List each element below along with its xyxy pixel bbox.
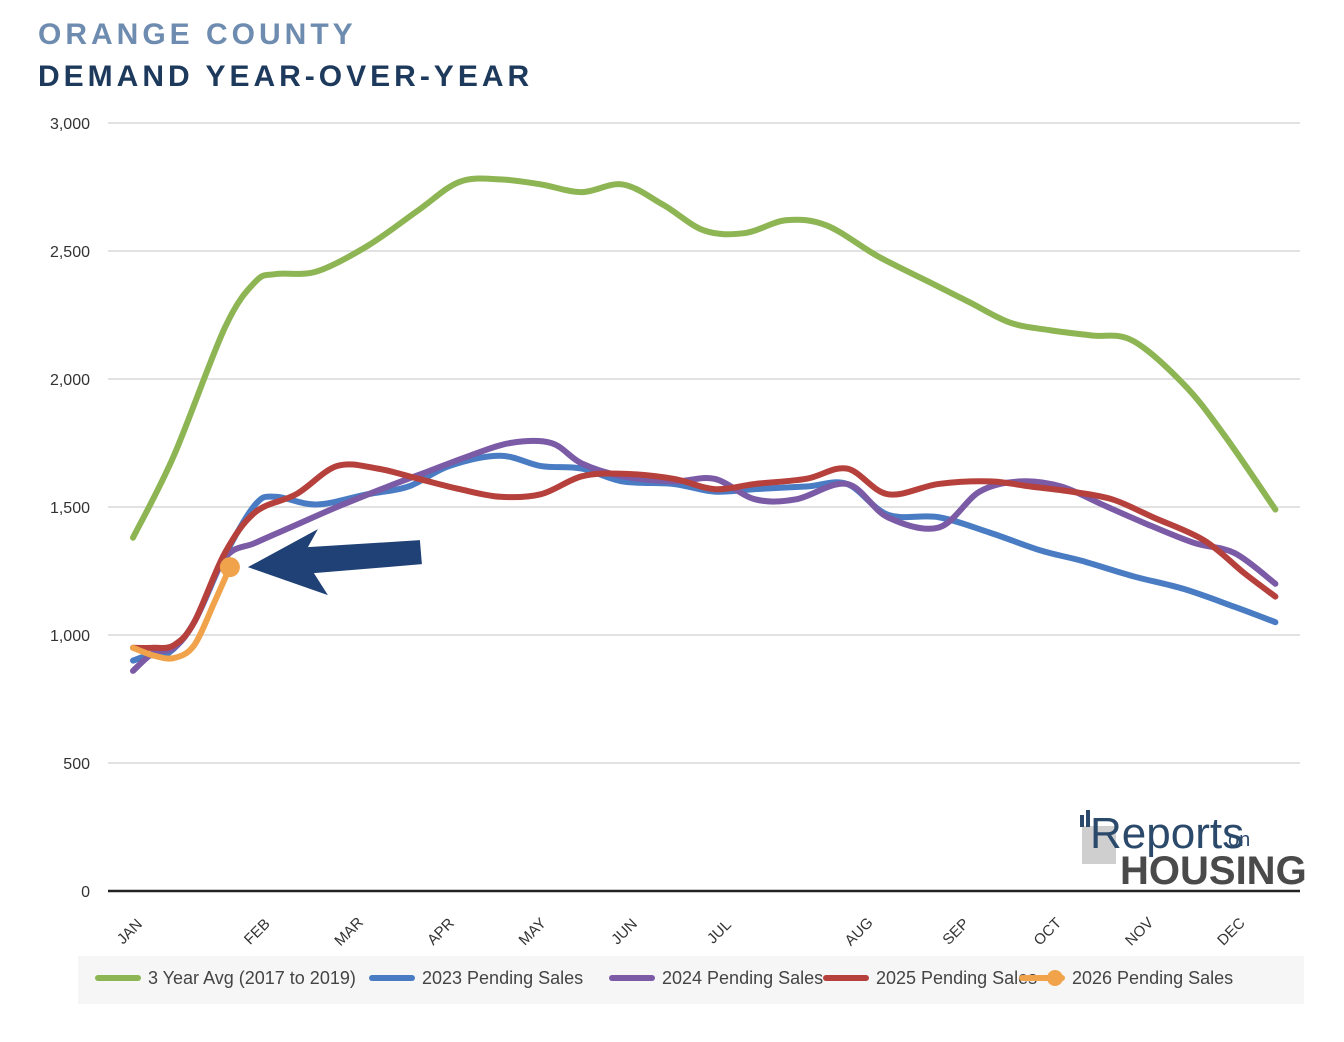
x-tick-label: JUN [608,915,641,948]
y-tick-label: 3,000 [50,116,90,133]
x-tick-label: NOV [1122,914,1157,949]
x-tick-label: OCT [1031,915,1065,949]
chart-title-line2: DEMAND YEAR-OVER-YEAR [38,60,534,93]
annotation-layer [247,529,422,596]
logo-bar-icon [1086,810,1090,827]
y-tick-label: 0 [81,884,90,901]
gridlines [108,122,1300,893]
x-tick-label: MAR [331,914,367,950]
x-tick-label: JAN [114,916,146,948]
y-axis-ticks: 0 500 1,000 1,500 2,000 2,500 3,000 [50,116,90,901]
x-tick-label: MAY [516,915,550,949]
legend-label: 3 Year Avg (2017 to 2019) [148,968,356,988]
legend: 3 Year Avg (2017 to 2019) 2023 Pending Sa… [78,956,1304,1004]
x-tick-label: SEP [939,915,972,948]
y-tick-label: 1,000 [50,628,90,645]
y-tick-label: 2,000 [50,372,90,389]
logo-bar-icon [1080,815,1084,827]
legend-label: 2024 Pending Sales [662,968,823,988]
series-line-2025-pending-sales [130,461,1279,651]
x-tick-label: DEC [1214,914,1249,949]
legend-label: 2023 Pending Sales [422,968,583,988]
y-tick-label: 500 [63,756,90,773]
x-axis-ticks: JAN FEB MAR APR MAY JUN JUL AUG SEP OCT NOV DEC [114,914,1249,950]
annotation-arrow [247,529,422,596]
logo-shadow-shape [1082,826,1116,864]
y-tick-label: 1,500 [50,500,90,517]
logo-word-on: on [1228,829,1250,851]
reports-on-housing-logo: Reports on HOUSING [1080,809,1307,893]
chart-title-line1: ORANGE COUNTY [38,18,357,51]
series-line-2024-pending-sales [130,437,1279,674]
series-line-3-year-avg-2017-to-2019 [130,175,1279,541]
x-tick-label: FEB [241,915,274,948]
series-2026-endpoint-marker [219,557,240,578]
logo-word-housing: HOUSING [1120,849,1307,893]
legend-label: 2026 Pending Sales [1072,968,1233,988]
x-tick-label: JUL [704,916,735,947]
legend-background [78,956,1304,1004]
legend-swatch-marker [1047,970,1063,986]
x-tick-label: APR [424,915,458,949]
series-line-2026-pending-sales [130,564,233,662]
x-tick-label: AUG [842,914,877,949]
series-lines [130,175,1279,674]
legend-label: 2025 Pending Sales [876,968,1037,988]
y-tick-label: 2,500 [50,244,90,261]
logo-word-reports: Reports [1090,809,1244,858]
